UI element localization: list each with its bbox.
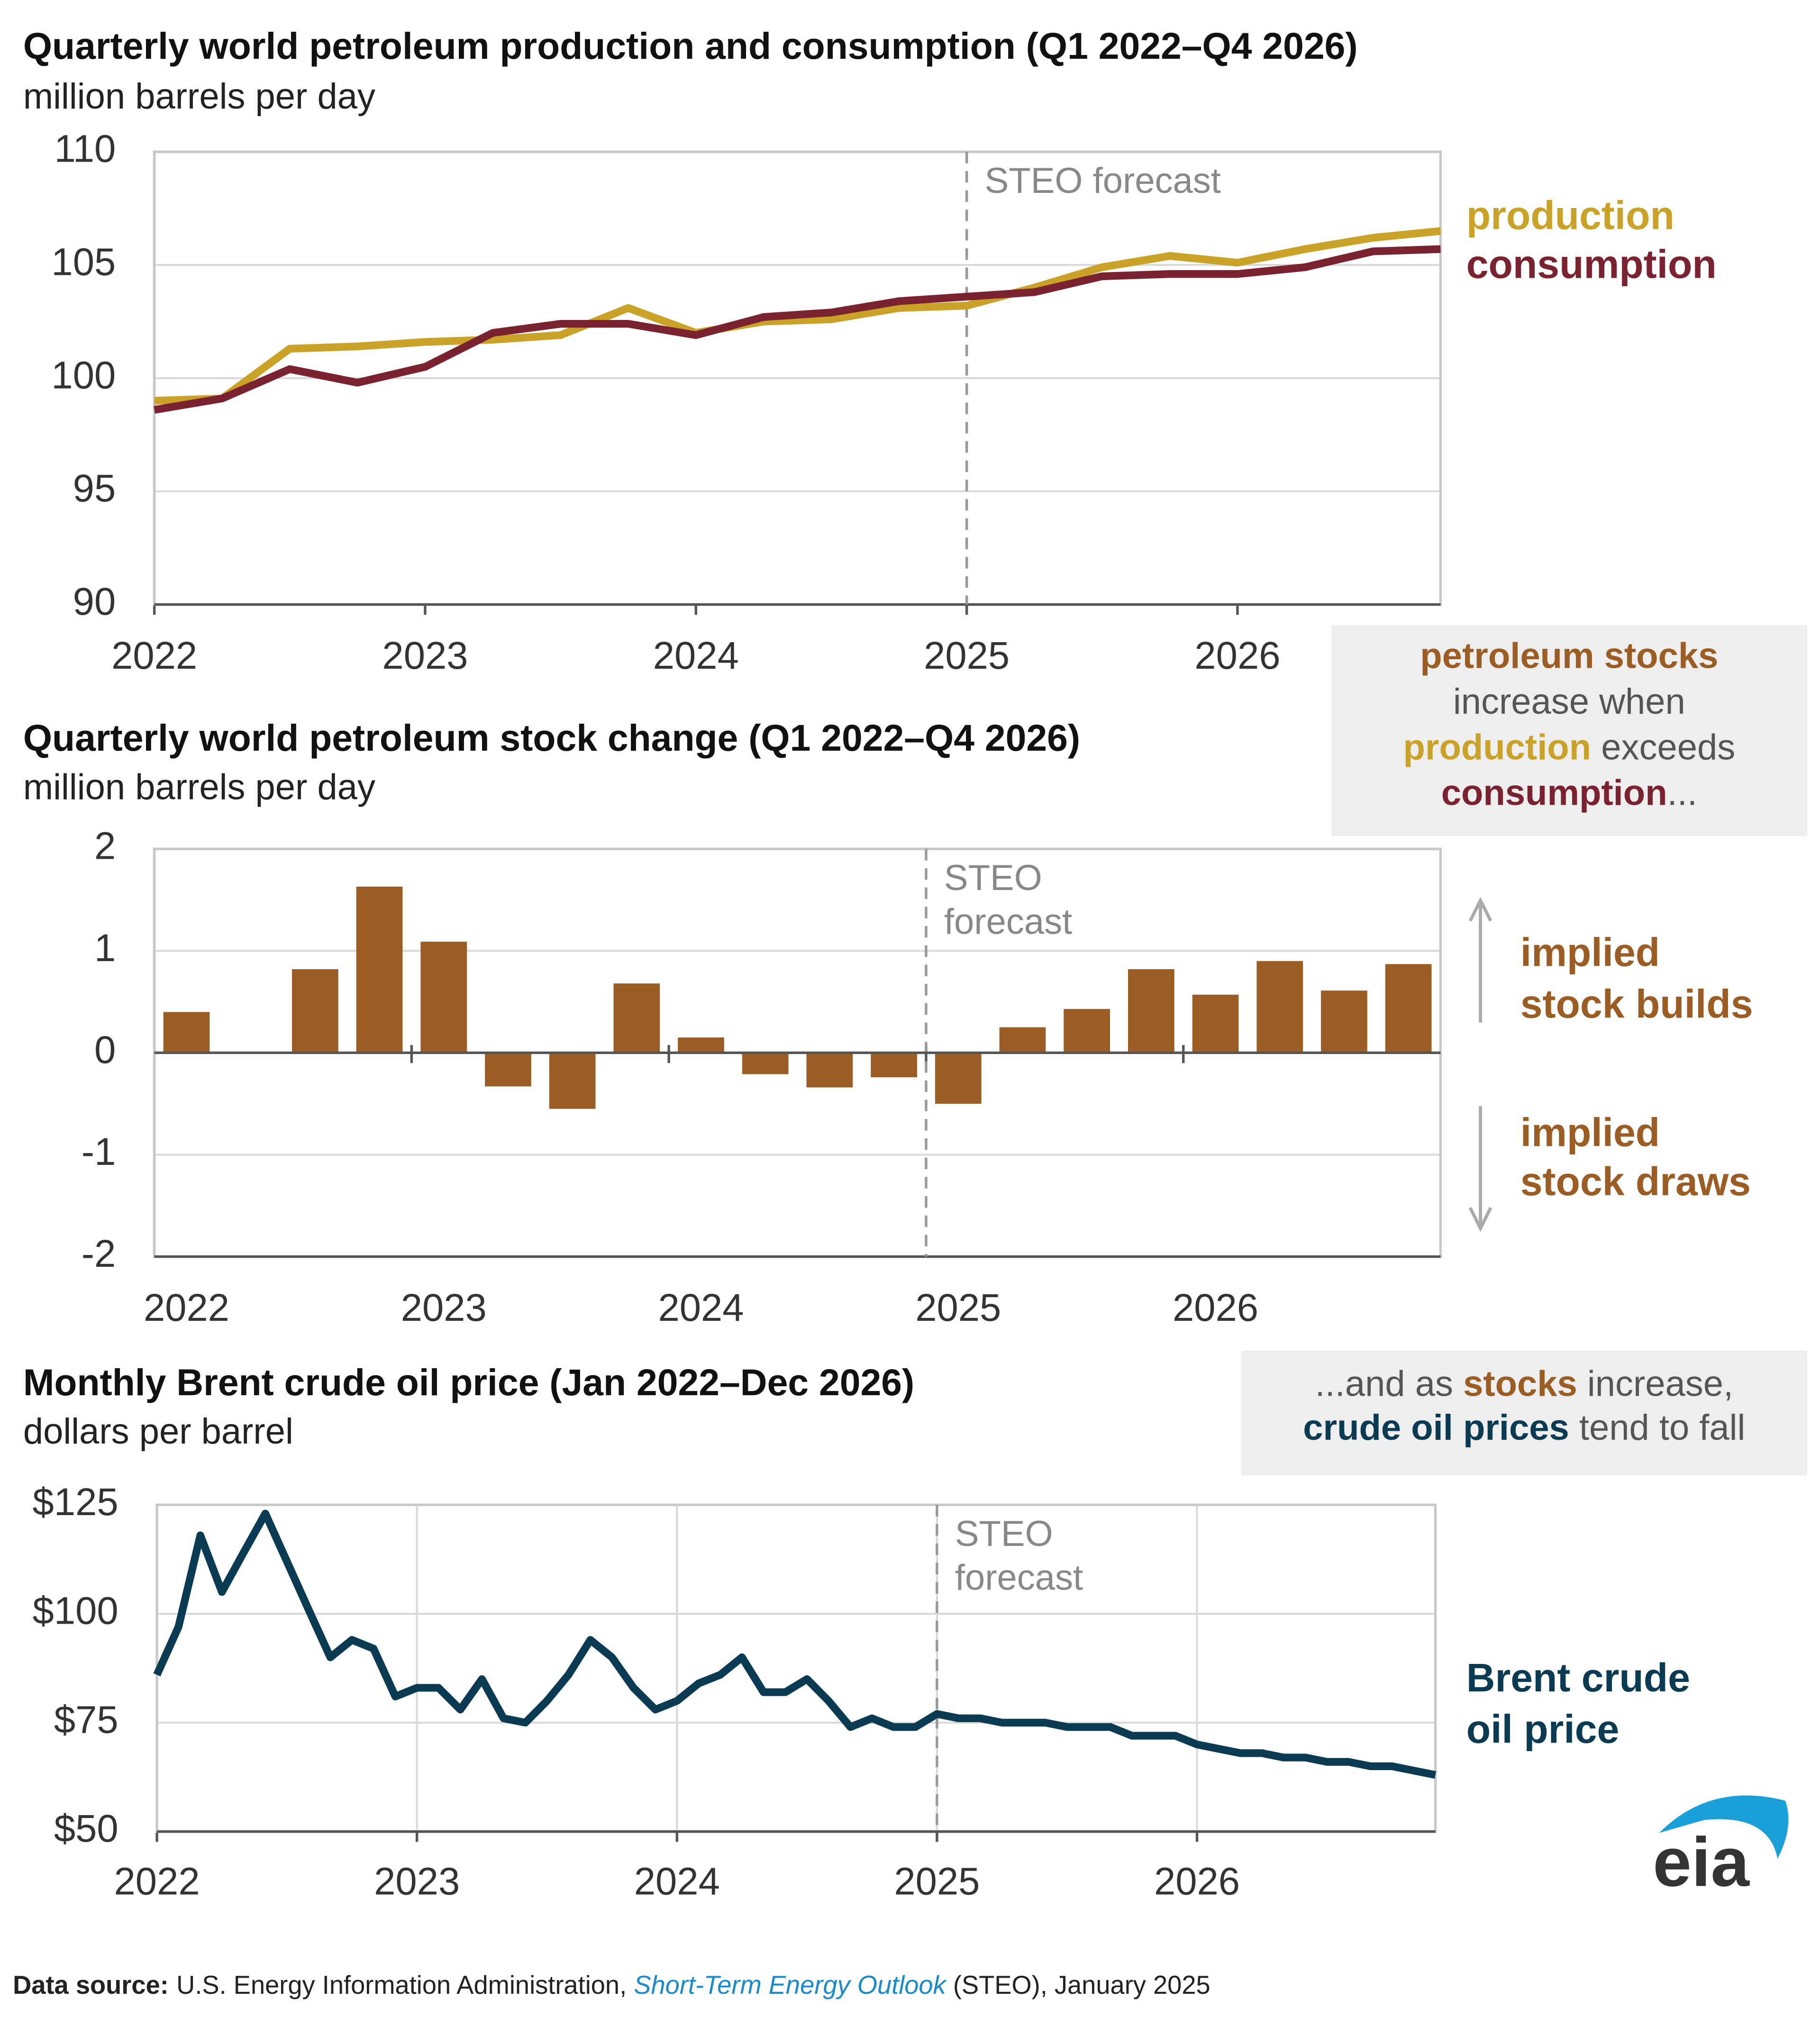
forecast-label-box: STEO forecast (944, 857, 1124, 960)
x-tick-label: 2026 (1194, 634, 1280, 677)
chart-subtitle: million barrels per day (23, 76, 375, 117)
y-tick-label: $100 (33, 1590, 118, 1633)
annotation-line: increase when (1453, 681, 1685, 722)
bar (1256, 961, 1303, 1053)
annotation-line: petroleum stocks (1420, 636, 1718, 676)
series-line (155, 249, 1441, 410)
x-tick-label: 2023 (382, 634, 468, 677)
source-rest: (STEO), January 2025 (946, 1971, 1210, 1999)
y-tick-label: 105 (51, 241, 116, 284)
chart-annotation: implied (1520, 930, 1660, 975)
y-tick-label: 100 (51, 354, 116, 397)
series-label-box: Brent crude oil price (1466, 1653, 1743, 1768)
annotation-text: production (1403, 727, 1591, 767)
chart-subtitle: million barrels per day (23, 767, 375, 807)
legend-label: consumption (1466, 242, 1717, 287)
bar (807, 1053, 853, 1087)
source-publication: Short-Term Energy Outlook (634, 1971, 947, 1999)
bar (1192, 995, 1239, 1053)
y-tick-label: 95 (73, 467, 116, 510)
y-tick-label: $125 (33, 1481, 118, 1524)
x-tick-label: 2025 (894, 1860, 980, 1903)
bar (742, 1053, 789, 1074)
annotation-text: increase when (1453, 681, 1685, 722)
forecast-label: STEO forecast (944, 857, 1124, 943)
y-tick-label: 1 (94, 927, 116, 970)
annotation-text: crude oil prices (1303, 1408, 1569, 1448)
x-tick-label: 2022 (111, 634, 197, 677)
logo-text: eia (1653, 1823, 1750, 1901)
y-tick-label: -1 (82, 1130, 116, 1173)
bar (1321, 990, 1367, 1053)
x-tick-label: 2024 (634, 1860, 720, 1903)
annotation-text: exceeds (1591, 727, 1735, 767)
bar (420, 942, 467, 1053)
bar (1385, 964, 1432, 1053)
bar (871, 1053, 917, 1077)
annotation-line: ...and as stocks increase, (1315, 1364, 1734, 1404)
source-note: Data source:U.S. Energy Information Admi… (13, 1971, 1210, 1999)
chart-title: Quarterly world petroleum production and… (23, 25, 1358, 67)
chart-annotation: stock draws (1520, 1159, 1751, 1204)
chart-subtitle: dollars per barrel (23, 1411, 293, 1452)
forecast-label: STEO forecast (985, 160, 1320, 203)
y-tick-label: 0 (94, 1028, 116, 1072)
bar (935, 1053, 982, 1104)
forecast-label-box: STEO forecast (955, 1513, 1135, 1616)
bar (613, 983, 660, 1053)
annotation-text: consumption (1441, 773, 1667, 813)
forecast-label: STEO forecast (955, 1513, 1135, 1599)
bar (1128, 969, 1174, 1053)
x-tick-label: 2025 (915, 1286, 1001, 1329)
bar (1000, 1027, 1046, 1053)
series-line (157, 1514, 1436, 1775)
chart-annotation: stock builds (1520, 981, 1753, 1026)
annotation-line: production exceeds (1403, 727, 1735, 767)
y-tick-label: 90 (73, 580, 116, 623)
bar (164, 1012, 210, 1053)
annotation-line: consumption... (1441, 773, 1697, 813)
chart-annotation: implied (1520, 1110, 1660, 1155)
y-tick-label: $75 (54, 1698, 118, 1741)
annotation-text: ...and as (1315, 1364, 1464, 1404)
y-tick-label: $50 (54, 1807, 118, 1850)
series-label: Brent crude oil price (1466, 1653, 1743, 1756)
forecast-label-box: STEO forecast (985, 160, 1320, 263)
annotation-line: crude oil prices tend to fall (1303, 1408, 1745, 1448)
eia-logo: eia (1653, 1795, 1788, 1901)
chart-title: Quarterly world petroleum stock change (… (23, 717, 1080, 759)
x-tick-label: 2022 (144, 1286, 229, 1329)
bar (292, 969, 338, 1053)
bar (1064, 1009, 1110, 1053)
x-tick-label: 2023 (374, 1860, 460, 1903)
x-tick-label: 2026 (1173, 1286, 1258, 1329)
x-tick-label: 2023 (401, 1286, 487, 1329)
arrows (1470, 900, 1491, 1228)
chart-title: Monthly Brent crude oil price (Jan 2022–… (23, 1362, 914, 1403)
bar (549, 1053, 596, 1108)
bar (485, 1053, 531, 1086)
x-tick-label: 2025 (924, 634, 1010, 677)
y-tick-label: 2 (94, 825, 116, 868)
annotation-text: increase, (1577, 1364, 1733, 1404)
annotation-text: stocks (1463, 1364, 1577, 1404)
x-tick-label: 2024 (653, 634, 739, 677)
y-tick-label: 110 (54, 127, 116, 171)
annotation-text: tend to fall (1569, 1408, 1746, 1448)
bar (356, 887, 403, 1053)
annotation-text: petroleum stocks (1420, 636, 1718, 676)
legend-label: production (1466, 193, 1674, 238)
source-label: Data source: (13, 1971, 169, 1999)
annotation-text: ... (1667, 773, 1697, 813)
source-text: U.S. Energy Information Administration, (176, 1971, 634, 1999)
x-tick-label: 2024 (658, 1286, 744, 1329)
x-tick-label: 2026 (1154, 1860, 1240, 1903)
x-tick-label: 2022 (114, 1860, 200, 1903)
bar (678, 1037, 724, 1053)
plot-frame (157, 1505, 1436, 1831)
y-tick-label: -2 (82, 1232, 116, 1275)
